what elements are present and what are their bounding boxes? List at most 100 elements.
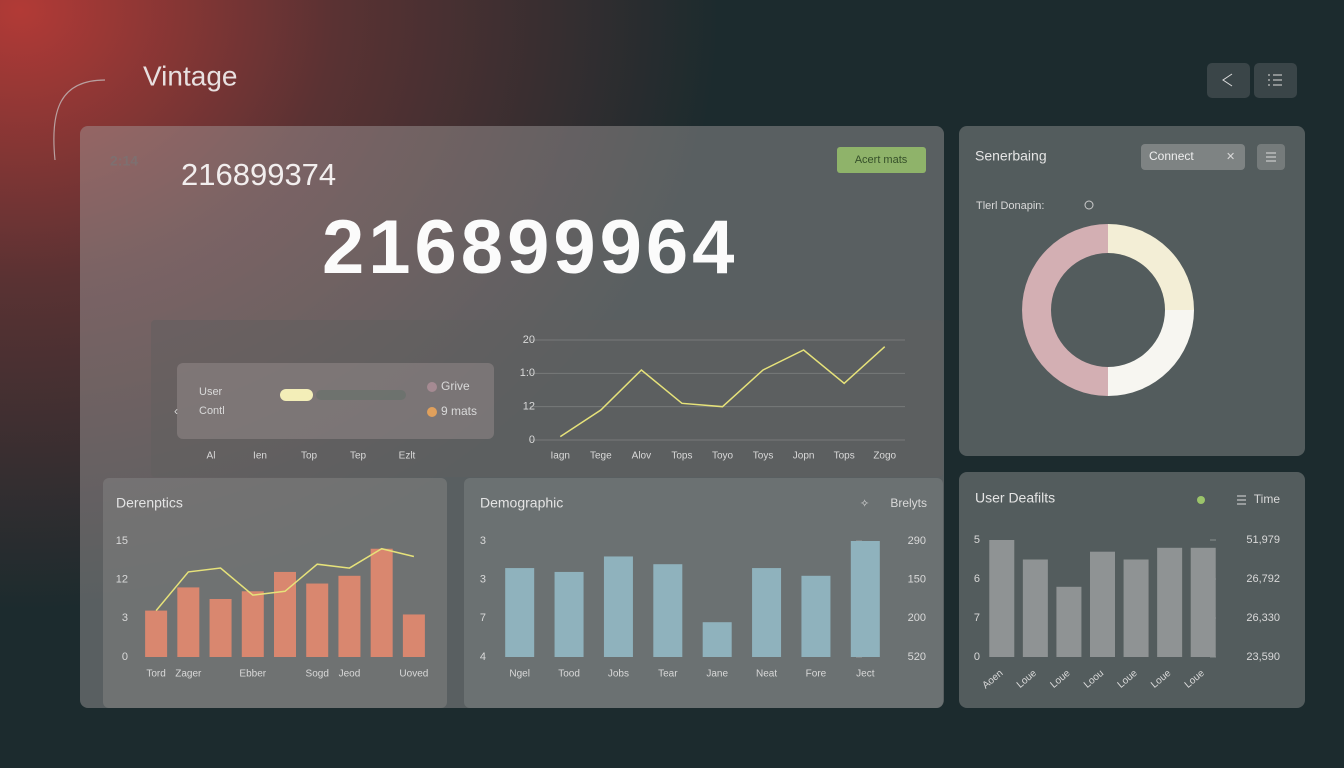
action-icon: ✧ xyxy=(860,498,869,510)
y-tick-label: 4 xyxy=(480,651,486,663)
x-tick-label: Tord xyxy=(146,669,165,680)
bar xyxy=(801,575,831,657)
layer: ‹ xyxy=(174,404,178,418)
donut-segment xyxy=(1022,224,1108,396)
x-tick-label: Ngel xyxy=(509,669,530,680)
legend-swatch xyxy=(427,382,437,392)
y-tick-label: 1:0 xyxy=(520,367,535,379)
legend-label: User xyxy=(199,386,223,398)
x-tick-label: Tood xyxy=(558,669,580,680)
y-tick-label: 0 xyxy=(529,434,535,446)
x-tick-label: Uoved xyxy=(399,669,428,680)
y-tick-label: 5 xyxy=(974,534,980,546)
x-tick-label: Ien xyxy=(253,451,267,462)
left-arrow: ‹ xyxy=(174,404,178,418)
x-tick-label: Jobs xyxy=(608,669,629,680)
time-icon xyxy=(1237,495,1246,505)
y-tick-label: 15 xyxy=(116,535,128,547)
y-tick-label: 12 xyxy=(523,401,535,413)
bar xyxy=(505,568,535,657)
page-title: Vintage xyxy=(143,60,237,91)
x-tick-label: Tear xyxy=(658,669,678,680)
bar xyxy=(209,599,232,657)
connect-button[interactable] xyxy=(1141,144,1245,170)
x-tick-label: Sogd xyxy=(306,669,329,680)
bar xyxy=(402,614,425,657)
donut-title: Tlerl Donapin: xyxy=(976,200,1044,212)
legend-label: Contl xyxy=(199,405,225,417)
x-tick-label: Tege xyxy=(590,451,612,462)
decor-arrow xyxy=(53,79,106,161)
y-tick-label: 7 xyxy=(974,612,980,624)
connect-label: Connect xyxy=(1149,149,1194,163)
bar xyxy=(1056,586,1082,657)
sidebar-panel xyxy=(959,126,1305,456)
y-tick-label: 0 xyxy=(122,651,128,663)
y-tick-label: 3 xyxy=(122,612,128,624)
status-dot xyxy=(1197,496,1205,504)
y-tick-label: 3 xyxy=(480,535,486,547)
number: 216899374 xyxy=(181,157,336,192)
bar xyxy=(338,575,361,657)
x-tick-label: Toyo xyxy=(712,451,734,462)
trend-legend-box xyxy=(177,363,494,439)
y-tick-label: 20 xyxy=(523,334,535,346)
x-tick-label: Jopn xyxy=(793,451,815,462)
bar xyxy=(989,540,1015,657)
x-tick-label: Jane xyxy=(706,669,728,680)
y-tick-label: 0 xyxy=(974,651,980,663)
y2-tick-label: 23,590 xyxy=(1246,651,1280,663)
x-tick-label: Zager xyxy=(175,669,202,680)
y2-tick-label: 51,979 xyxy=(1246,534,1280,546)
y2-tick-label: 290 xyxy=(908,535,926,547)
panel-title: Demographic xyxy=(480,495,563,511)
panel-menu: Time xyxy=(1254,492,1281,506)
bar xyxy=(850,541,880,657)
bar xyxy=(1022,559,1048,657)
big-number: 216899964 xyxy=(322,205,738,290)
bar xyxy=(752,568,782,657)
bar xyxy=(1190,547,1216,657)
x-tick-label: Toys xyxy=(753,451,774,462)
time-label: 2:14 xyxy=(110,153,138,169)
panel-action: Brelyts xyxy=(890,496,927,510)
x-tick-label: Ject xyxy=(856,669,875,680)
bar xyxy=(1157,547,1183,657)
donut-segment xyxy=(1108,224,1194,310)
legend-track xyxy=(316,390,406,400)
panel-title: Derenptics xyxy=(116,495,183,511)
bar xyxy=(1123,559,1149,657)
panel-title: User Deafilts xyxy=(975,490,1055,506)
bar xyxy=(177,587,200,657)
line xyxy=(559,346,886,438)
bar xyxy=(653,564,683,657)
action-button-label: Acert mats xyxy=(855,154,908,166)
x-tick-label: Top xyxy=(301,451,318,462)
close-icon[interactable]: ✕ xyxy=(1226,151,1235,163)
menu-icon xyxy=(1268,74,1282,86)
sidebar-title: Senerbaing xyxy=(975,148,1047,164)
legend-label: Grive xyxy=(441,379,470,393)
share-icon xyxy=(1222,73,1233,87)
y2-tick-label: 26,330 xyxy=(1246,612,1280,624)
action-button[interactable] xyxy=(837,147,926,173)
x-tick-label: Jeod xyxy=(339,669,361,680)
line xyxy=(155,547,415,612)
legend-swatch xyxy=(427,407,437,417)
legend-label: 9 mats xyxy=(441,404,477,418)
bar xyxy=(603,556,633,657)
bar xyxy=(145,610,168,657)
y-tick-label: 3 xyxy=(480,574,486,586)
x-tick-label: Al xyxy=(207,451,216,462)
x-tick-label: Tops xyxy=(671,451,692,462)
bar xyxy=(241,591,264,657)
x-tick-label: Ebber xyxy=(239,669,266,680)
x-tick-label: Zogo xyxy=(873,451,896,462)
y-tick-label: 6 xyxy=(974,573,980,585)
bar xyxy=(274,571,296,657)
x-tick-label: Ezlt xyxy=(399,451,416,462)
share-button[interactable] xyxy=(1207,63,1250,98)
x-tick-label: Tops xyxy=(834,451,855,462)
